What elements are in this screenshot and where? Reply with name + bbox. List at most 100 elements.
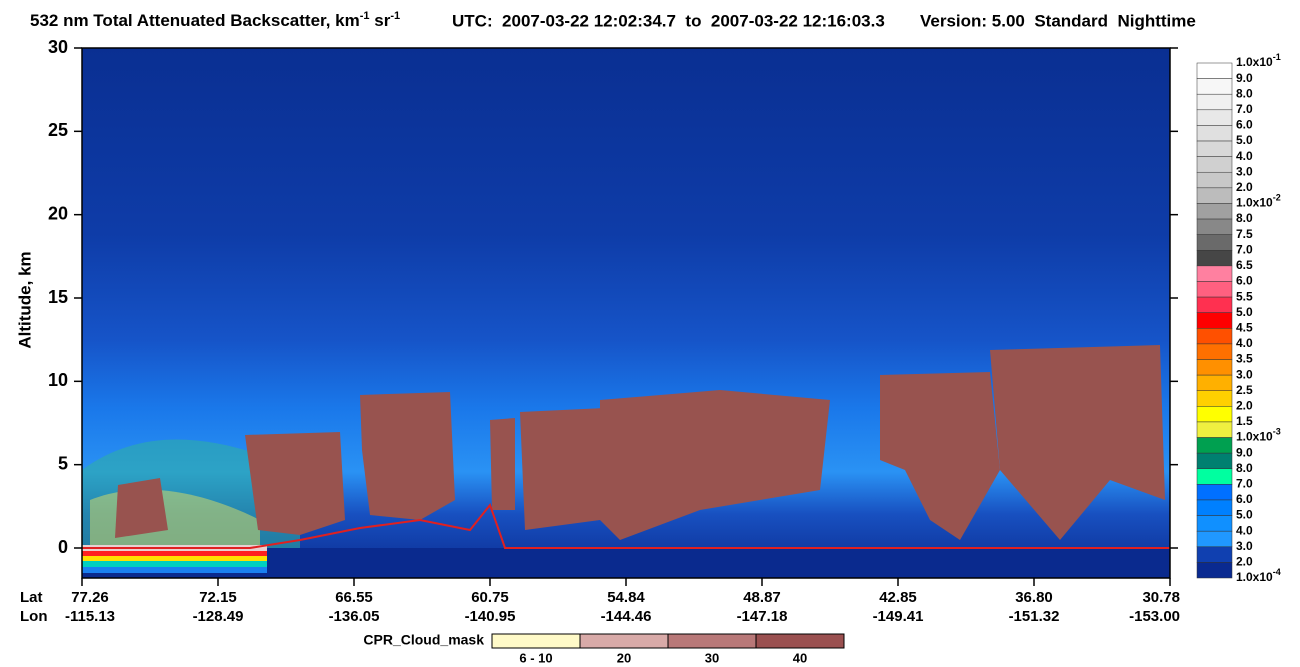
y-tick-label: 30	[48, 37, 68, 57]
x-tick-lon: -153.00	[1129, 608, 1180, 625]
y-tick-label: 5	[58, 453, 68, 473]
colorbar-swatch	[1196, 296, 1233, 313]
colorbar-label: 7.0	[1236, 477, 1253, 491]
colorbar-swatch	[1196, 234, 1233, 251]
colorbar-label: 9.0	[1236, 445, 1253, 459]
colorbar-swatch	[1196, 62, 1233, 79]
colorbar-label: 4.0	[1236, 336, 1253, 350]
colorbar-label: 6.5	[1236, 258, 1253, 272]
colorbar-swatch	[1196, 390, 1233, 407]
colorbar-label: 6.0	[1236, 118, 1253, 132]
colorbar-label: 7.0	[1236, 242, 1253, 256]
colorbar-label-base: 1.0x10	[1236, 55, 1273, 69]
colorbar-label: 8.0	[1236, 211, 1253, 225]
y-tick-label: 20	[48, 203, 68, 223]
colorbar-label-exp: -3	[1273, 427, 1281, 437]
cpr-legend-label: 30	[705, 650, 719, 665]
y-tick-label: 15	[48, 287, 68, 307]
colorbar-label: 5.0	[1236, 305, 1253, 319]
colorbar-label-exp: -1	[1273, 52, 1281, 62]
colorbar-swatch	[1196, 484, 1233, 501]
x-tick-lon: -140.95	[465, 608, 516, 625]
colorbar-swatch	[1196, 93, 1233, 111]
x-tick-lat: 66.55	[335, 589, 373, 606]
colorbar-label: 8.0	[1236, 86, 1253, 100]
x-tick-lat: 60.75	[471, 589, 509, 606]
colorbar-label: 7.5	[1236, 227, 1253, 241]
colorbar-label-exp: -2	[1273, 193, 1281, 203]
colorbar-label-base: 1.0x10	[1236, 430, 1273, 444]
colorbar-label: 2.5	[1236, 383, 1253, 397]
colorbar-swatch	[1196, 374, 1233, 391]
colorbar-swatch	[1196, 562, 1233, 579]
colorbar-label: 5.0	[1236, 508, 1253, 522]
y-tick-label: 25	[48, 120, 68, 140]
x-tick-lon: -149.41	[873, 608, 924, 625]
cpr-legend-swatch	[491, 633, 581, 649]
x-tick-lat: 36.80	[1015, 589, 1053, 606]
cpr-legend-label: 6 - 10	[519, 650, 552, 665]
x-tick-lat: 42.85	[879, 589, 917, 606]
colorbar-label-base: 1.0x10	[1236, 196, 1273, 210]
colorbar-label: 1.5	[1236, 414, 1253, 428]
colorbar-swatch	[1196, 421, 1233, 438]
colorbar-label: 4.5	[1236, 320, 1253, 334]
colorbar-label: 3.0	[1236, 164, 1253, 178]
colorbar-swatch	[1196, 530, 1233, 548]
colorbar-swatch	[1196, 468, 1233, 485]
colorbar-swatch	[1196, 312, 1233, 329]
x-tick-lon: -151.32	[1009, 608, 1060, 625]
y-tick-label: 10	[48, 370, 68, 390]
colorbar-label: 3.5	[1236, 352, 1253, 366]
colorbar-label: 7.0	[1236, 102, 1253, 116]
colorbar-swatch	[1196, 515, 1233, 532]
colorbar-swatch	[1196, 499, 1233, 516]
x-tick-lat: 54.84	[607, 589, 645, 606]
x-row-label: Lat	[20, 589, 43, 606]
colorbar-swatch	[1196, 406, 1233, 423]
cpr-legend-title: CPR_Cloud_mask	[363, 632, 484, 648]
colorbar-label: 3.0	[1236, 367, 1253, 381]
cpr-legend-swatch	[755, 633, 845, 649]
version: Version: 5.00 Standard Nighttime	[920, 11, 1196, 30]
colorbar-swatch	[1196, 546, 1233, 563]
colorbar-label-exp: -4	[1273, 567, 1281, 577]
y-tick-label: 0	[58, 537, 68, 557]
colorbar-swatch	[1196, 125, 1233, 142]
utc: UTC: 2007-03-22 12:02:34.7 to 2007-03-22…	[452, 11, 885, 30]
plot-image	[81, 47, 1171, 579]
x-tick-lon: -144.46	[601, 608, 652, 625]
cpr-legend-swatch	[667, 633, 757, 649]
colorbar-swatch	[1196, 187, 1233, 204]
colorbar-label: 1.0x10-2	[1236, 193, 1281, 210]
colorbar-swatch	[1196, 250, 1233, 267]
x-tick-lat: 48.87	[743, 589, 781, 606]
colorbar-swatch	[1196, 437, 1233, 454]
colorbar-label: 2.0	[1236, 180, 1253, 194]
colorbar-swatch	[1196, 281, 1233, 298]
colorbar-swatch	[1196, 171, 1233, 189]
colorbar-swatch	[1196, 78, 1233, 95]
x-tick-lat: 72.15	[199, 589, 237, 606]
colorbar-label: 1.0x10-3	[1236, 427, 1281, 444]
colorbar-label: 3.0	[1236, 539, 1253, 553]
cpr-legend-swatch	[579, 633, 669, 649]
colorbar-label: 5.5	[1236, 289, 1253, 303]
colorbar-swatch	[1196, 203, 1233, 220]
colorbar-label: 8.0	[1236, 461, 1253, 475]
x-tick-lat: 30.78	[1142, 589, 1180, 606]
x-tick-lon: -115.13	[65, 608, 115, 625]
colorbar-label: 1.0x10-1	[1236, 52, 1281, 69]
cpr-legend-label: 20	[617, 650, 631, 665]
colorbar-swatch	[1196, 140, 1233, 157]
y-axis-label: Altitude, km	[15, 251, 34, 348]
x-tick-lon: -147.18	[737, 608, 788, 625]
colorbar-label: 2.0	[1236, 399, 1253, 413]
x-tick-lat: 77.26	[71, 589, 109, 606]
colorbar-label: 6.0	[1236, 492, 1253, 506]
colorbar-swatch	[1196, 343, 1233, 360]
colorbar-swatch	[1196, 359, 1233, 376]
colorbar-swatch	[1196, 218, 1233, 235]
colorbar-label-base: 1.0x10	[1236, 570, 1273, 584]
